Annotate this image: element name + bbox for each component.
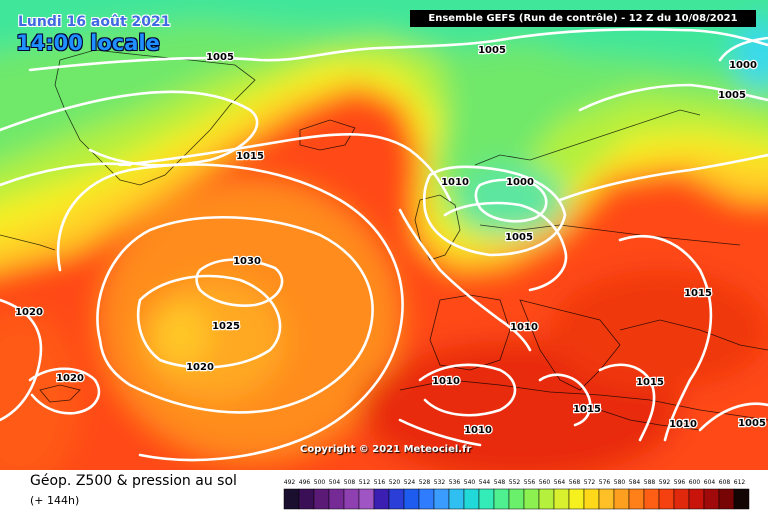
scale-swatch [523, 488, 540, 510]
isobar-label: 1005 [738, 418, 766, 429]
scale-tick-label: 568 [569, 479, 581, 486]
scale-tick-label: 556 [524, 479, 536, 486]
scale-tick-label: 544 [479, 479, 491, 486]
scale-swatch [733, 488, 750, 510]
forecast-lead-time: (+ 144h) [30, 494, 80, 507]
scale-swatch [658, 488, 675, 510]
scale-swatch [673, 488, 690, 510]
map-title: Géop. Z500 & pression au sol [30, 473, 237, 489]
scale-tick-label: 588 [644, 479, 656, 486]
scale-tick-label: 532 [434, 479, 446, 486]
scale-swatch [433, 488, 450, 510]
scale-tick-label: 576 [599, 479, 611, 486]
scale-swatch [583, 488, 600, 510]
isobar-label: 1000 [506, 177, 534, 188]
scale-tick-label: 600 [689, 479, 701, 486]
scale-tick-label: 536 [449, 479, 461, 486]
scale-tick-label: 528 [419, 479, 431, 486]
scale-swatch [313, 488, 330, 510]
isobar-label: 1015 [236, 151, 264, 162]
isobar-label: 1005 [206, 52, 234, 63]
run-header: Ensemble GEFS (Run de contrôle) - 12 Z d… [410, 10, 756, 27]
scale-swatch [538, 488, 555, 510]
scale-swatch [493, 488, 510, 510]
scale-tick-label: 548 [494, 479, 506, 486]
scale-tick-label: 524 [404, 479, 416, 486]
isobar-label: 1020 [186, 362, 214, 373]
scale-swatch [448, 488, 465, 510]
scale-swatch [343, 488, 360, 510]
scale-swatch [643, 488, 660, 510]
scale-swatch [598, 488, 615, 510]
isobar-label: 1010 [432, 376, 460, 387]
scale-tick-label: 552 [509, 479, 521, 486]
isobar-label: 1030 [233, 256, 261, 267]
scale-swatch [328, 488, 345, 510]
copyright-notice: Copyright © 2021 Meteociel.fr [300, 444, 472, 455]
isobar-label: 1015 [573, 404, 601, 415]
isobar-label: 1025 [212, 321, 240, 332]
scale-tick-label: 512 [359, 479, 371, 486]
isobar-label: 1015 [636, 377, 664, 388]
scale-tick-label: 580 [614, 479, 626, 486]
scale-swatch [553, 488, 570, 510]
isobar-label: 1000 [729, 60, 757, 71]
scale-swatch [703, 488, 720, 510]
scale-tick-label: 608 [719, 479, 731, 486]
scale-tick-label: 572 [584, 479, 596, 486]
scale-tick-label: 584 [629, 479, 641, 486]
isobar-label: 1005 [718, 90, 746, 101]
scale-tick-label: 516 [374, 479, 386, 486]
scale-swatch [298, 488, 315, 510]
isobar-labels: 1005 1005 1000 1005 1015 1010 1000 1005 … [14, 44, 767, 438]
scale-swatch [718, 488, 735, 510]
scale-tick-label: 612 [734, 479, 746, 486]
scale-tick-label: 520 [389, 479, 401, 486]
scale-swatch [373, 488, 390, 510]
weather-map: 1005 1005 1000 1005 1015 1010 1000 1005 … [0, 0, 768, 470]
isobar-label: 1010 [464, 425, 492, 436]
color-scale: 492 496 500 504 508 512 516 520 524 528 532 536 540 5… [283, 479, 750, 510]
scale-swatch [478, 488, 495, 510]
scale-swatch [628, 488, 645, 510]
scale-tick-label: 492 [284, 479, 296, 486]
scale-tick-label: 496 [299, 479, 311, 486]
scale-swatch [688, 488, 705, 510]
forecast-time: 14:00 locale [16, 31, 160, 55]
forecast-date: Lundi 16 août 2021 [18, 14, 171, 30]
scale-tick-label: 540 [464, 479, 476, 486]
isobar-label: 1010 [669, 419, 697, 430]
scale-tick-label: 596 [674, 479, 686, 486]
scale-swatch [418, 488, 435, 510]
scale-swatch [568, 488, 585, 510]
scale-swatch [358, 488, 375, 510]
scale-swatch [463, 488, 480, 510]
isobar-label: 1020 [56, 373, 84, 384]
isobar-label: 1010 [510, 322, 538, 333]
isobar-label: 1005 [478, 45, 506, 56]
scale-tick-label: 500 [314, 479, 326, 486]
legend-footer: Géop. Z500 & pression au sol (+ 144h) 49… [0, 470, 768, 512]
isobar-label: 1015 [684, 288, 712, 299]
scale-tick-label: 592 [659, 479, 671, 486]
isobar-label: 1010 [441, 177, 469, 188]
scale-swatch [403, 488, 420, 510]
scale-swatch [283, 488, 300, 510]
scale-tick-label: 508 [344, 479, 356, 486]
isobar-label: 1005 [505, 232, 533, 243]
isobar-label: 1020 [15, 307, 43, 318]
isobars [0, 28, 768, 462]
scale-tick-label: 564 [554, 479, 566, 486]
scale-swatch [388, 488, 405, 510]
coastlines [0, 49, 768, 431]
scale-tick-label: 504 [329, 479, 341, 486]
scale-swatch [613, 488, 630, 510]
scale-tick-label: 560 [539, 479, 551, 486]
scale-swatch [508, 488, 525, 510]
scale-tick-label: 604 [704, 479, 716, 486]
